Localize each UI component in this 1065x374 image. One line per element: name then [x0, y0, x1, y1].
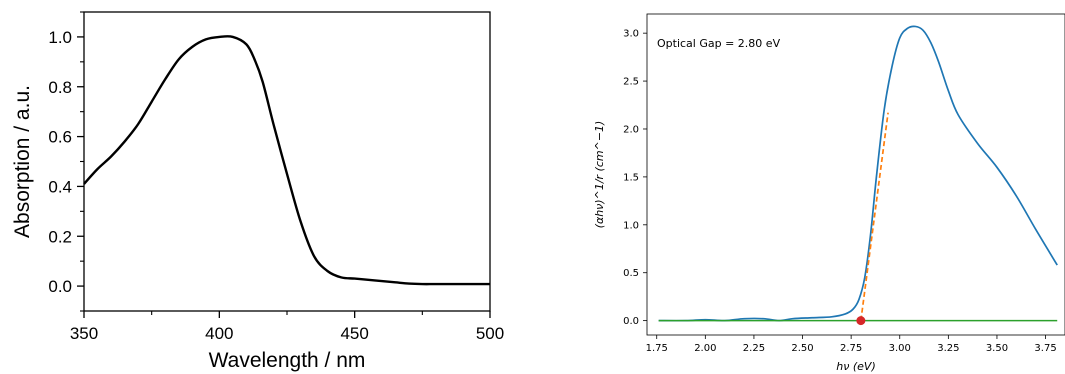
absorption-x-tick-label: 350	[70, 324, 98, 343]
tauc-series-line	[658, 25, 1058, 322]
tauc-y-tick-label: 0.0	[623, 316, 639, 327]
absorption-y-tick-label: 1.0	[48, 28, 72, 47]
tauc-x-axis-label: hν (eV)	[836, 360, 876, 373]
tauc-y-tick-label: 0.5	[623, 268, 639, 279]
optical-gap-marker	[856, 316, 866, 326]
tauc-x-tick-label: 3.00	[889, 343, 911, 354]
tauc-x-tick-label: 1.75	[646, 343, 668, 354]
tauc-y-tick-label: 1.0	[623, 220, 639, 231]
absorption-y-tick-label: 0.2	[48, 227, 72, 246]
absorption-x-axis-label: Wavelength / nm	[209, 349, 366, 372]
tauc-linear-fit-line	[860, 112, 889, 321]
absorption-plot-frame	[83, 11, 491, 312]
tauc-x-tick-label: 2.25	[743, 343, 765, 354]
absorption-y-tick-label: 0.0	[48, 277, 72, 296]
absorption-x-tick-label: 450	[340, 324, 368, 343]
tauc-x-tick-label: 2.75	[840, 343, 862, 354]
absorption-chart: 350 400 450 500 0.0 0.2 0.4 0.6 0.8 1.0 Waveleng…	[11, 11, 504, 372]
absorption-x-tick-label: 400	[205, 324, 233, 343]
tauc-x-tick-label: 2.50	[791, 343, 813, 354]
tauc-y-axis-label: (αhν)^1/r (cm^−1)	[593, 121, 606, 229]
tauc-x-tick-label: 2.00	[694, 343, 716, 354]
absorption-series-line	[83, 35, 490, 286]
tauc-x-tick-label: 3.50	[986, 343, 1008, 354]
tauc-y-tick-label: 3.0	[623, 29, 639, 40]
tauc-y-tick-label: 2.0	[623, 124, 639, 135]
absorption-x-tick-label: 500	[476, 324, 504, 343]
absorption-y-axis-label: Absorption / a.u.	[11, 85, 34, 238]
tauc-y-tick-label: 2.5	[623, 77, 639, 88]
tauc-x-tick-label: 3.75	[1034, 343, 1056, 354]
tauc-x-tick-label: 3.25	[937, 343, 959, 354]
absorption-y-tick-label: 0.4	[48, 177, 72, 196]
tauc-plot-chart: 1.75 2.00 2.25 2.50 2.75 3.00 3.25 3.50 3.75 0.0…	[593, 13, 1065, 373]
tauc-y-tick-label: 1.5	[623, 172, 639, 183]
absorption-y-tick-label: 0.6	[48, 128, 72, 147]
tauc-plot-frame	[646, 13, 1065, 336]
absorption-y-tick-label: 0.8	[48, 78, 72, 97]
optical-gap-annotation: Optical Gap = 2.80 eV	[657, 37, 781, 50]
